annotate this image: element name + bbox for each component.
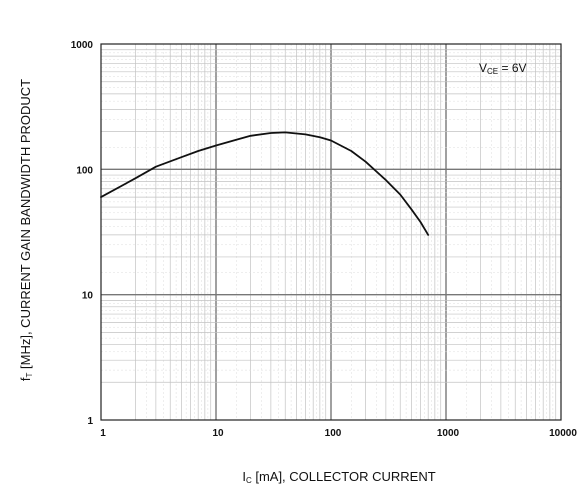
x-tick-label: 1000 [437, 428, 460, 439]
x-tick-label: 1 [100, 428, 106, 439]
plot-frame [100, 43, 562, 421]
grid [101, 44, 561, 420]
y-tick-label: 10 [82, 291, 94, 302]
x-tick-label: 10000 [549, 428, 577, 439]
y-tick-label: 1000 [71, 40, 94, 51]
y-tick-label: 100 [76, 165, 93, 176]
y-axis-title: fT [MHz], CURRENT GAIN BANDWIDTH PRODUCT [18, 79, 34, 381]
series-line-0 [100, 131, 430, 236]
y-tick-labels: 1 10 100 1000 [71, 40, 94, 427]
vce-annotation: VCE = 6V [479, 61, 527, 76]
series-layer [100, 131, 430, 236]
x-tick-labels: 1 10 100 1000 10000 [100, 428, 577, 439]
x-tick-label: 10 [212, 428, 224, 439]
y-tick-label: 1 [87, 416, 93, 427]
x-tick-label: 100 [325, 428, 342, 439]
x-axis-title: IC [mA], COLLECTOR CURRENT [242, 469, 435, 485]
